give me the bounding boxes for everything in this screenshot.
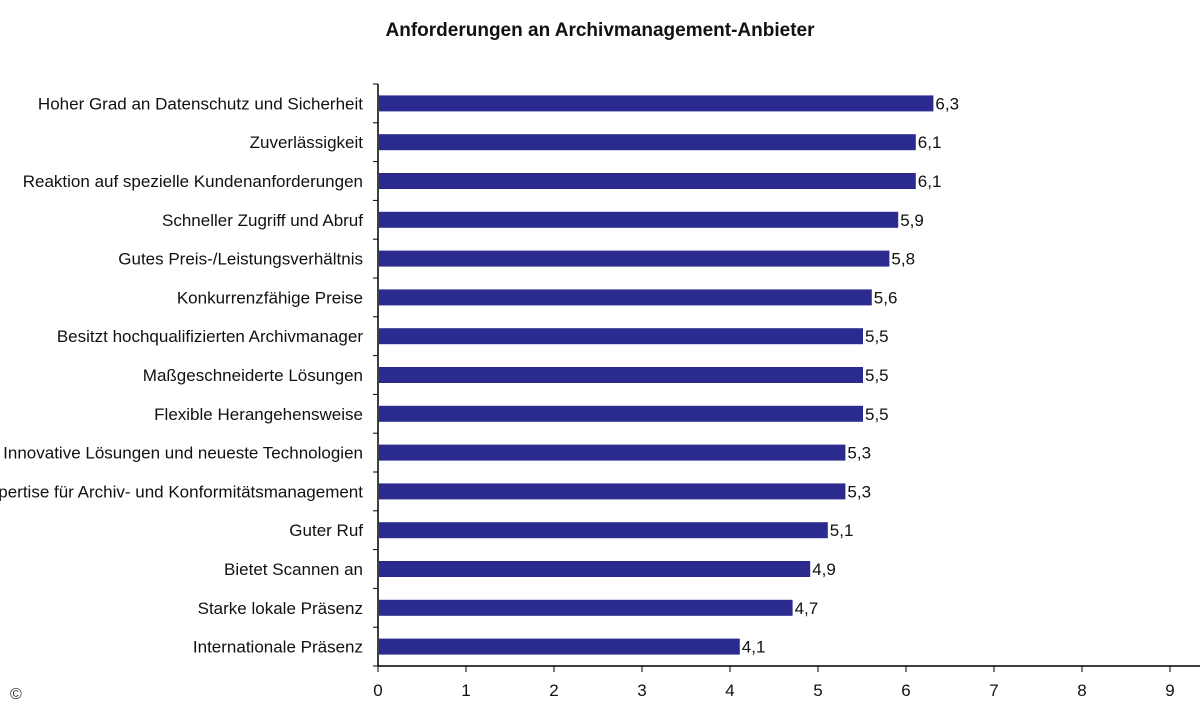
bar: [379, 483, 846, 500]
bar: [379, 289, 872, 306]
x-tick-label: 9: [1165, 681, 1174, 700]
chart-title: Anforderungen an Archivmanagement-Anbiet…: [385, 20, 815, 41]
bar: [379, 173, 916, 189]
x-tick-label: 5: [813, 681, 822, 700]
bar: [379, 522, 828, 539]
category-label: Konkurrenzfähige Preise: [177, 288, 363, 307]
bar: [379, 367, 863, 383]
category-label: Guter Ruf: [289, 521, 363, 540]
bar: [379, 405, 863, 422]
category-label: Bietet Scannen an: [224, 560, 363, 579]
value-label: 5,6: [874, 288, 898, 307]
category-label: Flexible Herangehensweise: [154, 405, 363, 424]
x-tick-label: 3: [637, 681, 646, 700]
bar: [379, 95, 934, 112]
category-label: Hoher Grad an Datenschutz und Sicherheit: [38, 94, 363, 113]
value-label: 5,3: [847, 482, 871, 501]
category-label: Zuverlässigkeit: [250, 133, 364, 152]
category-label: Internationale Präsenz: [193, 638, 363, 657]
category-label: Gutes Preis-/Leistungsverhältnis: [118, 250, 363, 269]
x-tick-label: 2: [549, 681, 558, 700]
category-label: Expertise für Archiv- und Konformitätsma…: [0, 482, 363, 501]
category-label: Besitzt hochqualifizierten Archivmanager: [57, 327, 363, 346]
x-tick-label: 7: [989, 681, 998, 700]
value-label: 5,1: [830, 521, 854, 540]
value-label: 4,7: [795, 599, 819, 618]
copyright-symbol: ©: [10, 686, 22, 703]
x-tick-label: 8: [1077, 681, 1086, 700]
category-label: Innovative Lösungen und neueste Technolo…: [3, 444, 363, 463]
value-label: 5,9: [900, 211, 924, 230]
category-label: Schneller Zugriff und Abruf: [162, 211, 363, 230]
bar: [379, 599, 793, 616]
bar: [379, 328, 863, 345]
bar: [379, 444, 846, 461]
bar: [379, 250, 890, 267]
value-label: 5,8: [891, 250, 915, 269]
value-label: 5,5: [865, 327, 889, 346]
bar: [379, 638, 740, 655]
value-label: 4,9: [812, 560, 836, 579]
value-label: 5,3: [847, 444, 871, 463]
category-label: Maßgeschneiderte Lösungen: [143, 366, 363, 385]
value-label: 6,3: [935, 94, 959, 113]
value-label: 5,5: [865, 405, 889, 424]
x-tick-label: 6: [901, 681, 910, 700]
value-label: 5,5: [865, 366, 889, 385]
bar: [379, 211, 899, 228]
x-tick-label: 0: [373, 681, 382, 700]
bar: [379, 134, 916, 151]
value-label: 6,1: [918, 133, 942, 152]
value-label: 6,1: [918, 172, 942, 191]
x-tick-label: 1: [461, 681, 470, 700]
value-label: 4,1: [742, 638, 766, 657]
x-tick-label: 4: [725, 681, 734, 700]
category-label: Starke lokale Präsenz: [198, 599, 363, 618]
category-label: Reaktion auf spezielle Kundenanforderung…: [23, 172, 363, 191]
bar: [379, 561, 811, 577]
